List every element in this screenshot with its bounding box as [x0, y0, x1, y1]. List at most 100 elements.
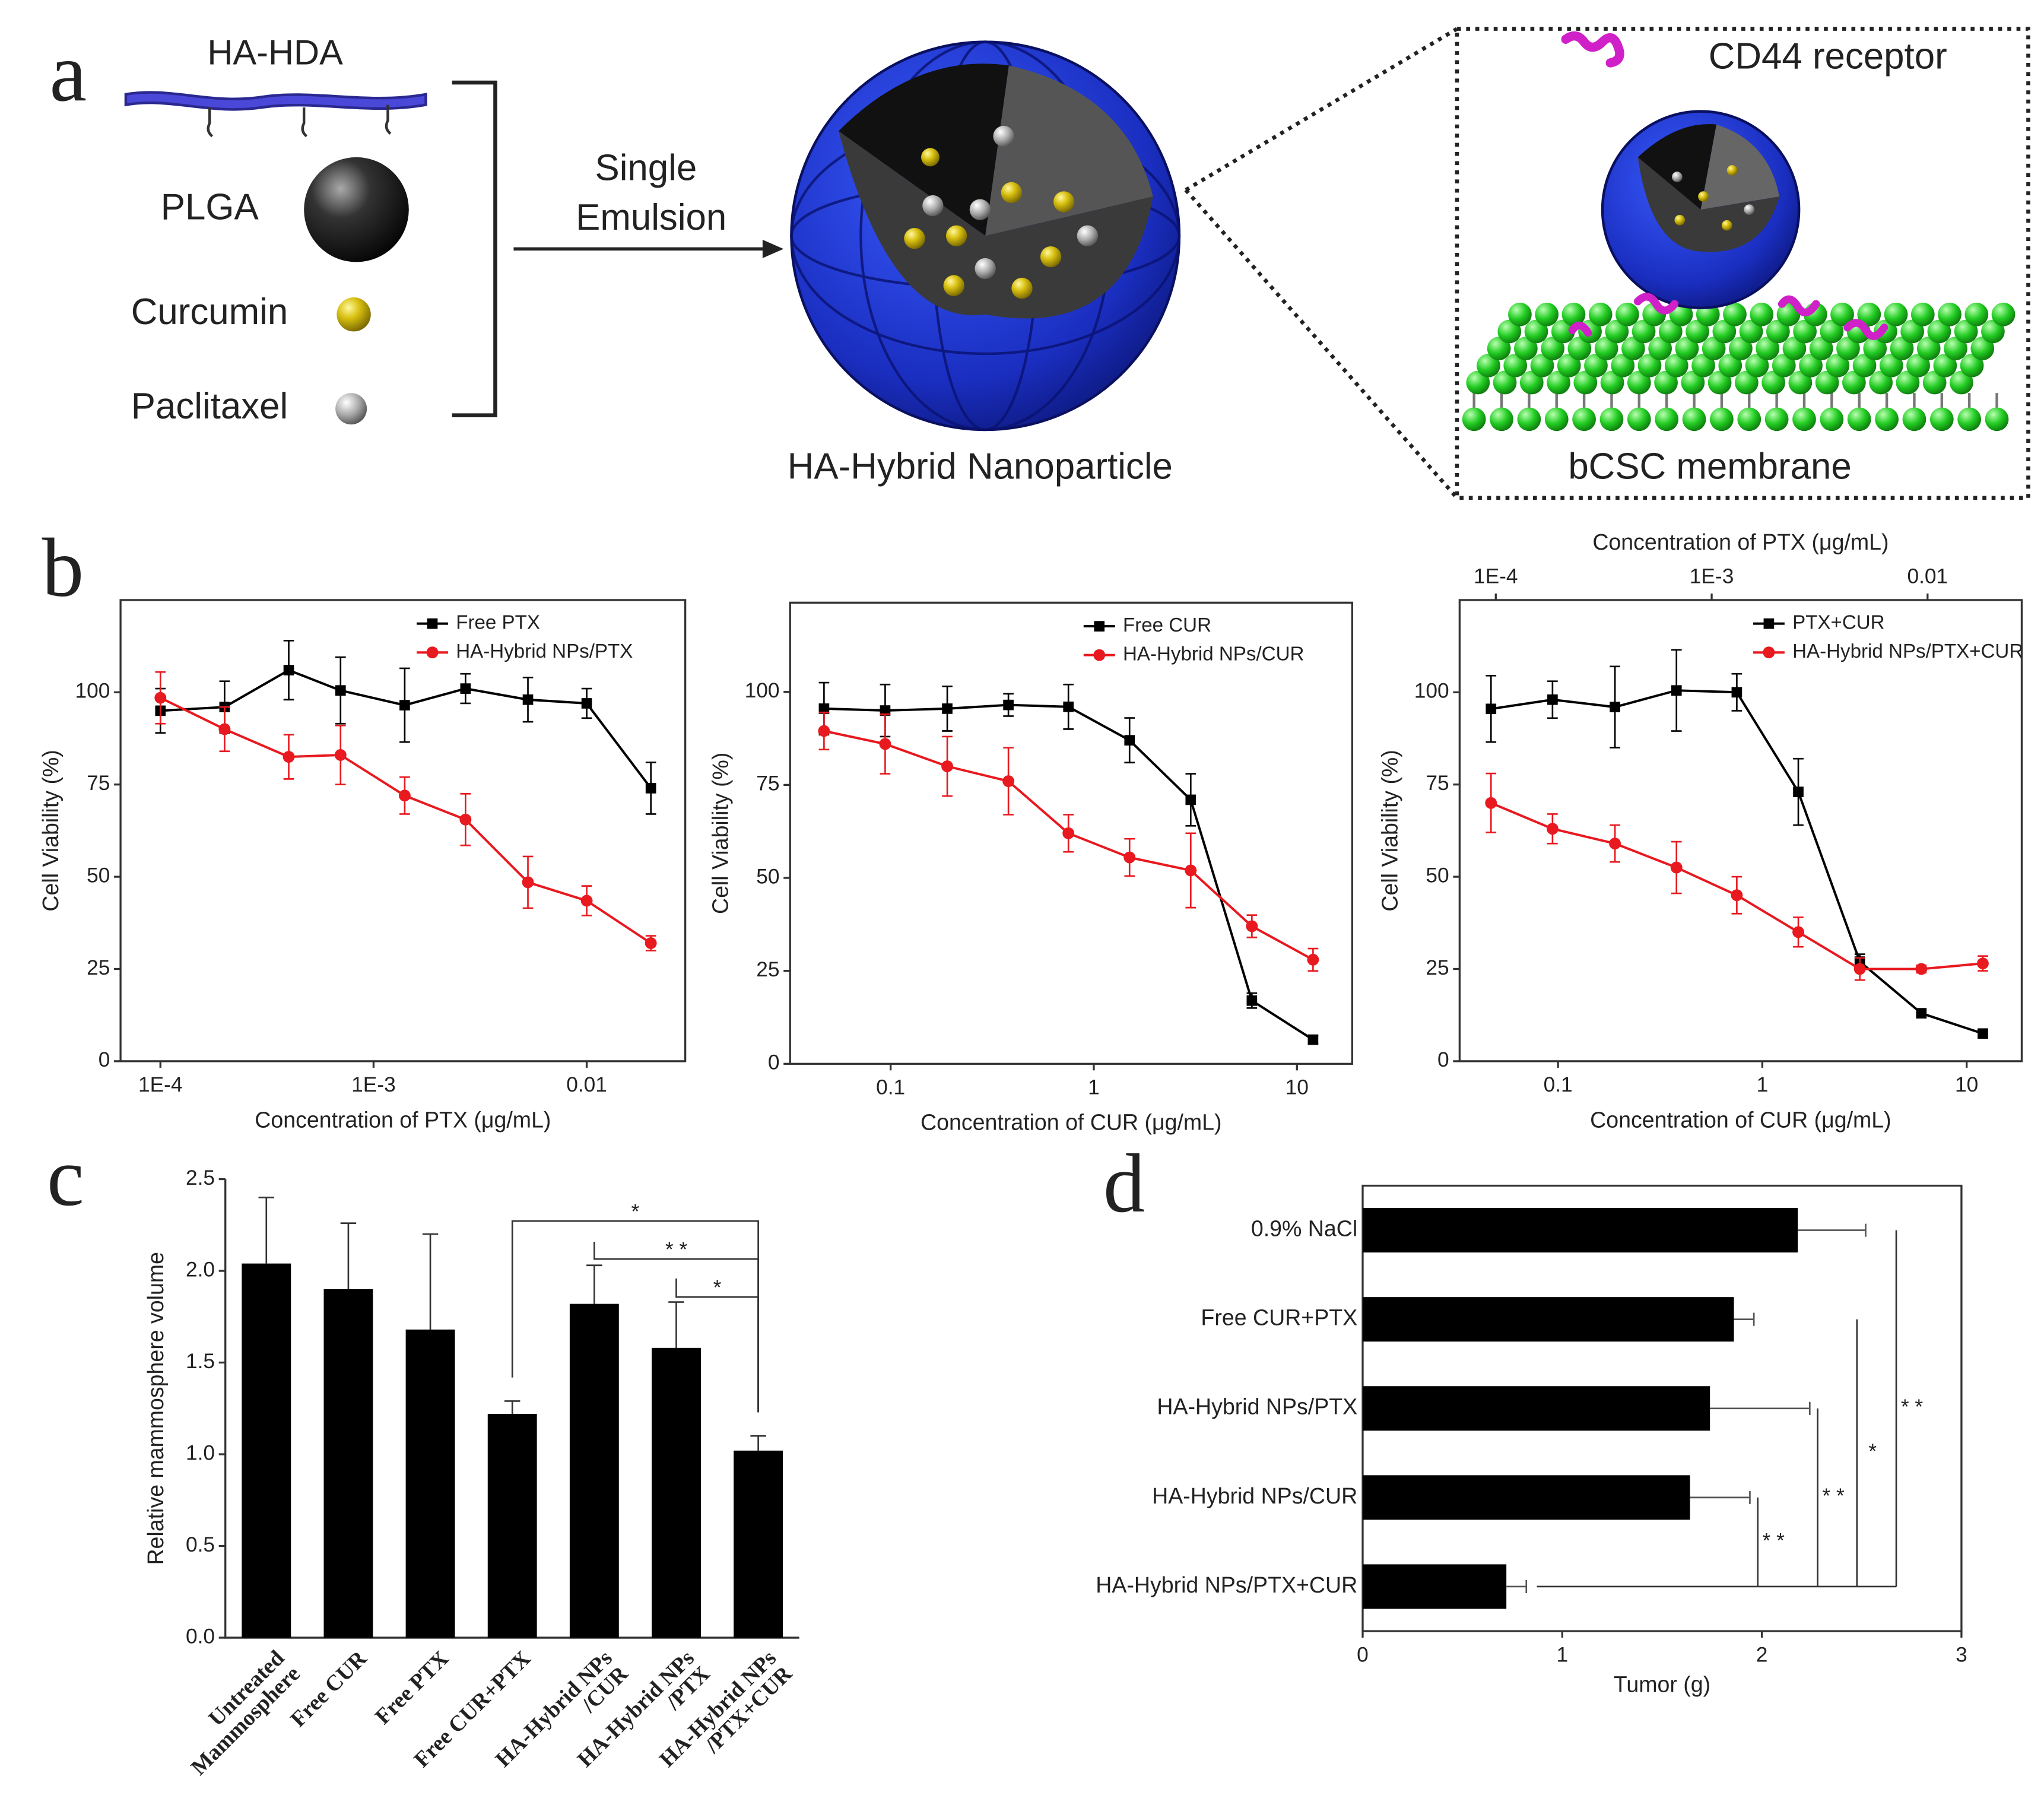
- membrane-bead: [1710, 407, 1734, 432]
- membrane-bead: [1985, 407, 2009, 432]
- membrane-bead: [1654, 370, 1678, 395]
- y-axis-label: Relative mammosphere volume: [143, 1252, 168, 1565]
- plot-frame: [119, 599, 687, 1062]
- data-point: [398, 789, 411, 802]
- data-point: [1546, 823, 1559, 835]
- core-face: [985, 65, 1153, 236]
- membrane-bead: [1707, 370, 1732, 395]
- membrane-bead: [1884, 302, 1908, 326]
- data-point: [1547, 694, 1558, 705]
- data-point: [283, 751, 295, 763]
- membrane-bead: [1664, 353, 1688, 378]
- data-point: [880, 705, 891, 716]
- membrane-bead: [1524, 319, 1548, 344]
- y-tick-label: 0.5: [186, 1533, 215, 1556]
- membrane-bead: [1682, 407, 1706, 432]
- membrane-bead: [1487, 337, 1511, 360]
- membrane-bead: [1910, 302, 1935, 326]
- membrane-bead: [1551, 319, 1575, 344]
- membrane-bead: [1729, 337, 1753, 360]
- data-point: [460, 683, 471, 694]
- membrane-bead: [1567, 337, 1592, 360]
- membrane-bead: [1745, 353, 1769, 378]
- membrane-bead: [1916, 337, 1941, 360]
- membrane-bead: [1519, 370, 1544, 395]
- bar: [487, 1414, 537, 1638]
- data-point: [522, 876, 534, 889]
- membrane-bead: [1557, 353, 1581, 378]
- significance-label: * *: [1901, 1395, 1924, 1419]
- data-point: [1486, 703, 1497, 715]
- membrane-bead: [1869, 370, 1893, 395]
- data-point: [399, 700, 410, 710]
- y-axis-label: Cell Viability (%): [38, 750, 63, 911]
- y-axis-label: Cell Viability (%): [707, 753, 732, 914]
- data-point: [1185, 794, 1196, 805]
- data-point: [1063, 701, 1074, 712]
- membrane-bead: [1957, 407, 1982, 432]
- process-label: Single: [595, 147, 697, 188]
- y-tick-label: 1.5: [186, 1350, 215, 1373]
- significance-label: *: [1868, 1440, 1877, 1463]
- data-point: [1792, 926, 1804, 938]
- membrane-bead: [1960, 353, 1984, 378]
- legend-marker: [426, 646, 439, 659]
- membrane-bead: [1875, 407, 1899, 432]
- component-label: HA-HDA: [207, 32, 343, 72]
- membrane-bead: [1594, 337, 1618, 360]
- x-tick-label: 10: [1286, 1076, 1309, 1099]
- x-tick-label: 1E-4: [138, 1073, 183, 1096]
- membrane: [1462, 302, 2016, 432]
- membrane-bead: [1902, 407, 1926, 432]
- series-line: [824, 703, 1314, 1041]
- y-tick-label: 75: [756, 772, 779, 795]
- panel-label: d: [1103, 1137, 1145, 1230]
- data-point: [334, 749, 347, 761]
- membrane-bead: [1890, 337, 1914, 360]
- membrane-bead: [1691, 353, 1715, 378]
- membrane-bead: [1863, 337, 1887, 360]
- curcumin-ball: [337, 297, 371, 332]
- membrane-bead: [1842, 370, 1866, 395]
- membrane-bead: [1573, 370, 1598, 395]
- membrane-bead: [1761, 370, 1785, 395]
- y-tick-label: 100: [75, 680, 110, 703]
- significance-label: *: [631, 1200, 640, 1223]
- x-tick-label: 0.01: [1907, 565, 1948, 588]
- data-point: [1731, 687, 1743, 698]
- bar: [569, 1303, 619, 1638]
- significance-label: * *: [1763, 1529, 1785, 1552]
- membrane-bead: [1896, 370, 1920, 395]
- significance-label: * *: [665, 1238, 688, 1261]
- membrane-bead: [1621, 337, 1645, 360]
- x-axis-label: Concentration of CUR (μg/mL): [921, 1110, 1221, 1135]
- membrane-bead: [1681, 370, 1705, 395]
- membrane-bead: [1734, 370, 1759, 395]
- data-point: [1003, 699, 1014, 710]
- receptor-icon: [1568, 293, 1889, 340]
- legend-marker: [1094, 621, 1105, 632]
- plga-sphere: [304, 157, 409, 262]
- membrane-bead: [1950, 370, 1973, 395]
- error-bar: [1734, 1312, 1755, 1326]
- membrane-bead: [1508, 302, 1532, 326]
- y-tick-label: 1.0: [186, 1441, 215, 1464]
- membrane-bead: [1572, 407, 1596, 432]
- core-face: [1700, 124, 1780, 210]
- legend-marker: [427, 618, 438, 629]
- membrane-bead: [1637, 353, 1662, 378]
- membrane-bead: [1513, 337, 1538, 360]
- membrane-bead: [1906, 353, 1930, 378]
- membrane-bead: [1490, 407, 1513, 432]
- significance-bracket: [675, 1278, 759, 1413]
- panel-label: a: [49, 26, 87, 119]
- x-tick-label: 0.1: [1544, 1073, 1573, 1096]
- x2-axis-label: Concentration of PTX (μg/mL): [1592, 529, 1889, 554]
- membrane-label: bCSC membrane: [1568, 446, 1851, 487]
- y-tick-label: 50: [1426, 864, 1449, 887]
- legend-marker: [1763, 646, 1775, 659]
- y-tick-label: 0.9% NaCl: [1251, 1216, 1357, 1241]
- data-point: [1246, 995, 1258, 1006]
- data-point: [283, 665, 294, 675]
